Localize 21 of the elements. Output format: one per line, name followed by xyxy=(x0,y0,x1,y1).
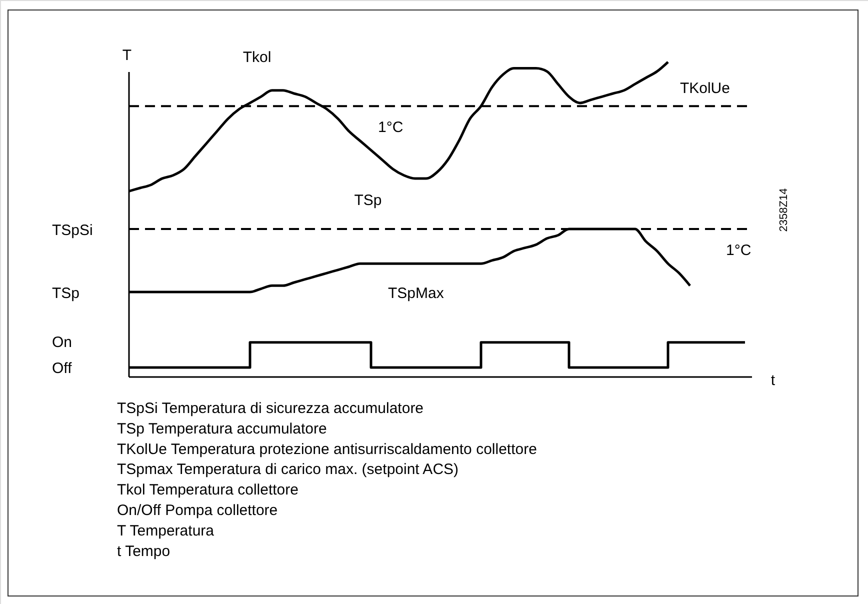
text: 2358Z14 xyxy=(778,188,790,232)
ref-line-label: TKolUe xyxy=(680,80,730,97)
text: On/Off Pompa collettore xyxy=(117,502,278,519)
text: Tkol Temperatura collettore xyxy=(117,482,298,499)
text: t Tempo xyxy=(117,542,170,560)
text: T Temperatura xyxy=(117,522,215,540)
text: TKolUe Temperatura protezione antisurriscaldamento collettore xyxy=(117,440,537,458)
text: TSpmax Temperatura di carico max. (setpoint ACS) xyxy=(117,461,459,478)
text: TSp Temperatura accumulatore xyxy=(117,420,327,438)
annotation: 1°C xyxy=(726,242,752,259)
text: On xyxy=(52,334,72,351)
x-axis-title: t xyxy=(770,372,776,389)
text: TSp xyxy=(52,285,80,302)
y-axis-title: T xyxy=(122,47,132,64)
ref-line-label: TSpSi xyxy=(52,222,93,239)
annotation: 1°C xyxy=(378,119,404,136)
text: Off xyxy=(52,360,73,377)
series-label: Tkol xyxy=(242,49,272,66)
annotation: TSp xyxy=(354,192,382,209)
text: TSpSi Temperatura di sicurezza accumulatore xyxy=(117,400,424,417)
annotation: TSpMax xyxy=(388,285,444,302)
